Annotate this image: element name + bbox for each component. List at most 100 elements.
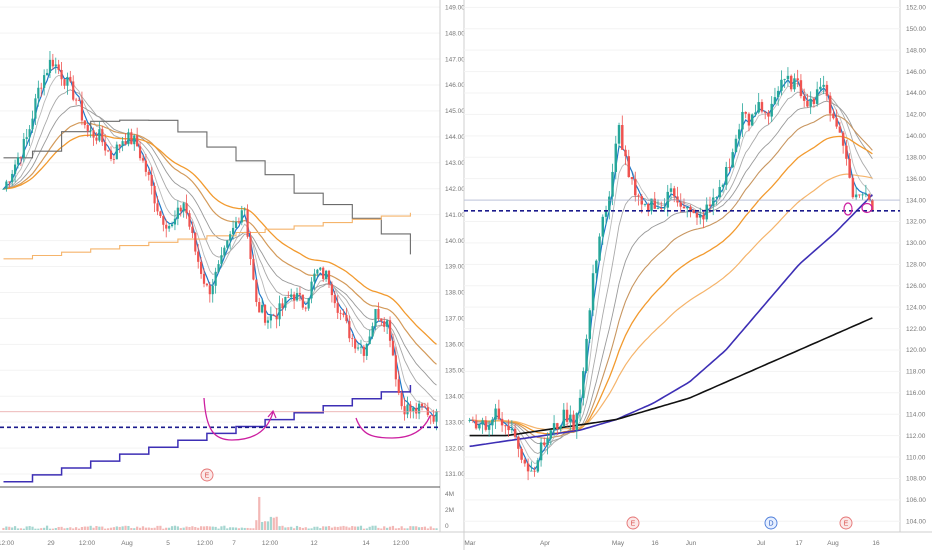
left-candle-body — [330, 284, 334, 296]
right-y-tick-label: 106.00 — [906, 497, 926, 504]
left-candle-body — [95, 137, 98, 141]
left-daily-blue-step-line — [3, 385, 412, 483]
right-candle-body — [731, 152, 734, 168]
right-candle-body — [481, 420, 484, 425]
right-candle-body — [608, 196, 611, 211]
right-y-tick-label: 128.00 — [906, 262, 926, 269]
right-y-tick-label: 148.00 — [906, 47, 926, 54]
left-volume-bar — [281, 525, 284, 530]
left-volume-bar — [130, 527, 133, 530]
right-candle-body — [643, 204, 647, 205]
left-volume-bar — [420, 527, 424, 530]
left-y-tick-label: 138.00 — [445, 290, 465, 297]
left-candle-body — [121, 141, 124, 147]
right-y-tick-label: 144.00 — [906, 90, 926, 97]
right-candle-body — [770, 103, 773, 117]
right-candle-body — [627, 156, 631, 178]
right-y-tick-label: 130.00 — [906, 240, 926, 247]
left-y-tick-label: 141.00 — [445, 212, 465, 219]
left-volume-bar — [28, 526, 31, 530]
left-x-tick-label: 12 — [310, 540, 318, 547]
left-candle-body — [205, 283, 209, 286]
left-volume-bar — [162, 528, 165, 530]
left-candle-body — [319, 267, 322, 270]
left-volume-bar — [48, 528, 52, 530]
right-candle-body — [478, 424, 481, 429]
left-volume-bar — [104, 528, 107, 530]
left-volume-bar — [211, 526, 214, 530]
left-y-tick-label: 137.00 — [445, 316, 465, 323]
left-candle-body — [130, 132, 133, 145]
right-candle-body — [845, 145, 848, 159]
left-volume-bar — [418, 527, 421, 530]
left-volume-bar — [313, 526, 316, 530]
left-volume-bar — [394, 528, 397, 530]
right-candle-body — [572, 414, 575, 431]
right-candle-body — [802, 96, 806, 101]
left-candle-body — [234, 221, 238, 228]
left-candle-body — [356, 347, 360, 349]
right-candle-body — [517, 436, 520, 449]
right-candle-body — [692, 210, 695, 214]
left-volume-bar — [98, 526, 101, 530]
right-candle-body — [533, 470, 536, 472]
left-candle-body — [220, 255, 223, 265]
left-candle-body — [197, 251, 200, 262]
left-candle-body — [336, 303, 339, 313]
left-candle-body — [118, 144, 121, 147]
left-candle-body — [368, 336, 371, 344]
left-volume-bar — [115, 526, 118, 530]
right-candle-body — [773, 97, 777, 104]
right-candle-body — [750, 114, 754, 126]
left-candle-body — [133, 135, 136, 145]
right-x-tick-label: 16 — [872, 540, 880, 547]
left-volume-bar — [69, 527, 72, 530]
right-candle-body — [468, 420, 471, 421]
left-volume-bar — [121, 526, 124, 530]
right-candle-body — [754, 112, 757, 115]
right-candle-body — [510, 428, 514, 431]
right-candle-body — [530, 470, 533, 472]
left-volume-bar — [415, 526, 418, 530]
left-candle-body — [150, 174, 153, 186]
left-x-tick-label: 12:00 — [0, 540, 15, 547]
right-candle-body — [546, 438, 549, 446]
right-candle-body — [562, 409, 566, 427]
left-candle-body — [333, 295, 336, 304]
left-candle-body — [168, 226, 171, 229]
right-bottom-circle-first — [843, 202, 853, 216]
left-candle-body — [51, 59, 54, 67]
left-candle-body — [179, 207, 182, 212]
left-daily-orange-step-line — [3, 212, 411, 260]
right-candle-body — [679, 202, 682, 207]
left-candle-body — [403, 406, 406, 415]
left-volume-bar — [40, 528, 43, 530]
left-candle-body — [162, 216, 165, 225]
left-candle-body — [104, 142, 107, 151]
right-y-tick-label: 110.00 — [906, 454, 926, 461]
left-candle-body — [11, 173, 14, 183]
left-volume-bar — [400, 526, 403, 530]
left-candle-body — [322, 267, 325, 279]
left-x-tick-label: Aug — [121, 540, 133, 547]
right-y-tick-label: 124.00 — [906, 304, 926, 311]
left-volume-bar — [109, 527, 113, 530]
left-volume-bar — [25, 526, 28, 530]
right-candle-body — [767, 112, 770, 117]
left-volume-bar — [345, 526, 348, 530]
right-candle-body — [838, 126, 842, 133]
right-event-marker — [839, 516, 853, 530]
left-candle-body — [293, 294, 296, 301]
left-candle-body — [5, 181, 8, 189]
left-volume-bar — [156, 525, 159, 530]
right-candle-body — [747, 113, 751, 126]
left-volume-bar — [77, 528, 81, 530]
right-candle-body — [841, 132, 845, 146]
left-volume-bar — [348, 527, 351, 530]
left-volume-bar — [11, 527, 14, 530]
right-candle-body — [471, 420, 475, 421]
left-candle-body — [165, 224, 168, 229]
right-candle-body — [621, 125, 624, 150]
left-volume-bar — [165, 527, 168, 530]
